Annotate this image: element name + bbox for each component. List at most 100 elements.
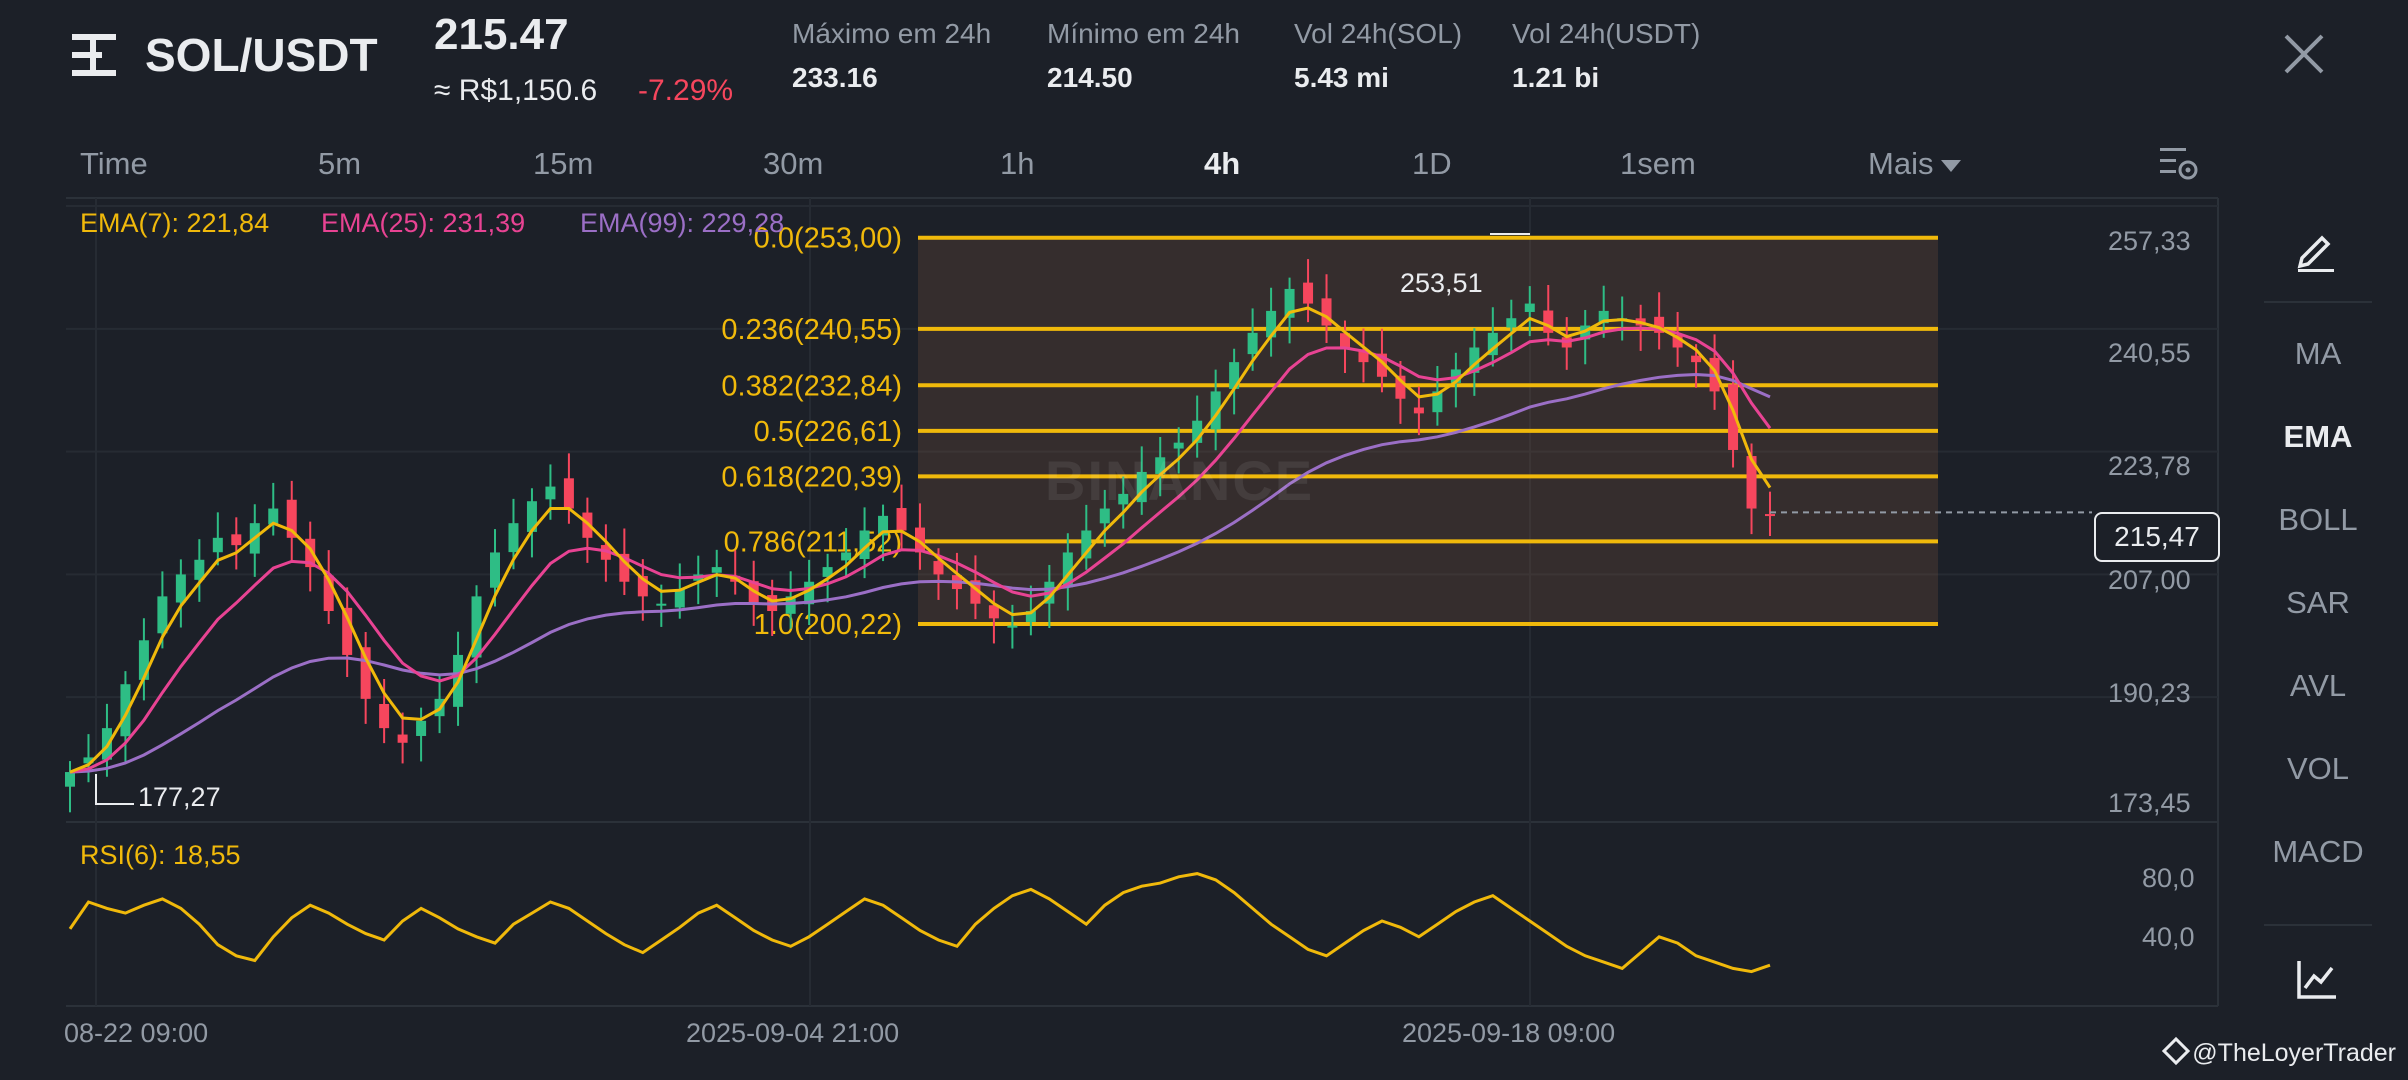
stat-low-value: 214.50	[1047, 62, 1133, 93]
candle-body	[1728, 384, 1739, 450]
price-axis-label: 223,78	[2108, 451, 2191, 481]
time-axis-label: 2025-09-18 09:00	[1402, 1018, 1616, 1048]
stat-low-label: Mínimo em 24h	[1047, 18, 1240, 49]
low-marker: 177,27	[138, 782, 221, 812]
candle-body	[1007, 625, 1018, 628]
tab-1h[interactable]: 1h	[1000, 146, 1035, 181]
candle-body	[545, 486, 556, 500]
candle-body	[1118, 493, 1129, 505]
candle-body	[1746, 456, 1757, 509]
price-axis-label: 190,23	[2108, 678, 2191, 708]
binance-logo-icon	[2162, 1036, 2191, 1066]
stat-vol-usdt-label: Vol 24h(USDT)	[1512, 18, 1701, 49]
sidebar-avl[interactable]: AVL	[2289, 668, 2347, 703]
candle-body	[1395, 375, 1406, 399]
candle-body	[508, 523, 519, 553]
sidebar-boll[interactable]: BOLL	[2278, 502, 2358, 537]
fib-label: 0.382(232,84)	[721, 370, 902, 402]
candle-body	[1284, 288, 1295, 318]
candle-body	[878, 515, 889, 536]
candle-body	[1062, 552, 1073, 588]
candle-body	[1247, 332, 1258, 355]
candle-body	[1376, 353, 1387, 377]
candle-body	[674, 589, 685, 608]
candle-body	[268, 508, 279, 525]
more-label: Mais	[1868, 146, 1934, 181]
close-icon[interactable]	[2282, 32, 2326, 76]
current-price-tag: 215,47	[2094, 512, 2220, 562]
sidebar-macd[interactable]: MACD	[2272, 834, 2364, 869]
sidebar-sar[interactable]: SAR	[2286, 585, 2350, 620]
candle-body	[416, 720, 427, 736]
pair-title[interactable]: SOL/USDT	[145, 29, 378, 81]
ema99-legend: EMA(99): 229,28	[580, 208, 785, 238]
chart-settings-icon[interactable]	[2158, 144, 2200, 184]
candle-body	[619, 553, 630, 582]
candle-body	[397, 734, 408, 743]
candle-body	[1340, 333, 1350, 348]
candle-body	[1229, 362, 1240, 389]
candle-body	[83, 757, 94, 764]
candle-body	[1765, 514, 1775, 517]
candle-body	[656, 603, 667, 606]
high-marker: 253,51	[1400, 268, 1483, 298]
tab-1d[interactable]: 1D	[1412, 146, 1452, 181]
caret-down-icon	[1941, 159, 1962, 172]
tab-1sem[interactable]: 1sem	[1620, 146, 1696, 181]
candle-body	[822, 567, 833, 577]
low-marker-leader	[95, 774, 134, 806]
candle-body	[1321, 298, 1332, 326]
candle-body	[212, 537, 223, 553]
sidebar-ema[interactable]: EMA	[2283, 419, 2353, 454]
tab-time[interactable]: Time	[80, 146, 148, 181]
candle-body	[1543, 310, 1554, 333]
tab-5m[interactable]: 5m	[318, 146, 362, 181]
fib-label: 0.5(226,61)	[754, 416, 902, 448]
tab-more[interactable]: Mais	[1868, 146, 1962, 182]
candle-body	[1136, 471, 1147, 503]
candle-body	[859, 530, 870, 560]
credit: @TheLoyerTrader	[2162, 1036, 2396, 1068]
candle-body	[1691, 355, 1702, 363]
candle-body	[804, 581, 815, 605]
candle-body	[785, 596, 796, 614]
sidebar-vol[interactable]: VOL	[2286, 751, 2350, 786]
stat-high-label: Máximo em 24h	[792, 18, 992, 49]
rsi-line	[68, 872, 1771, 974]
fib-label: 0.0(253,00)	[754, 223, 902, 255]
stat-high-value: 233.16	[792, 62, 878, 93]
candle-body	[1081, 530, 1092, 559]
tab-30m[interactable]: 30m	[763, 146, 824, 181]
sidebar-divider	[2264, 301, 2372, 303]
fib-label: 0.786(211,52)	[724, 526, 902, 558]
tab-15m[interactable]: 15m	[533, 146, 594, 181]
candle-body	[157, 596, 168, 634]
pencil-icon[interactable]	[2294, 228, 2338, 272]
candle-body	[637, 576, 648, 597]
tab-4h[interactable]: 4h	[1204, 146, 1241, 181]
ema25-legend: EMA(25): 231,39	[321, 208, 526, 238]
sidebar-ma[interactable]: MA	[2294, 336, 2342, 371]
chart-line-icon[interactable]	[2296, 958, 2338, 1000]
candle-body	[1598, 310, 1609, 324]
stat-vol-usdt-value: 1.21 bi	[1512, 62, 1600, 93]
ema25-line	[69, 326, 1772, 774]
watermark: BINANCE	[1045, 449, 1315, 512]
rsi-axis-label: 80,0	[2142, 863, 2195, 893]
fib-label: 0.236(240,55)	[721, 314, 902, 346]
candle-body	[490, 552, 500, 588]
brl-price: ≈ R$1,150.6	[434, 74, 598, 107]
candle-body	[1155, 457, 1166, 474]
menu-icon[interactable]	[72, 32, 122, 78]
candle-body	[305, 538, 316, 568]
candle-body	[1524, 303, 1535, 312]
candle-body	[526, 501, 537, 532]
price-axis-label: 240,55	[2108, 338, 2191, 368]
stat-vol-sol-value: 5.43 mi	[1294, 62, 1389, 93]
last-price: 215.47	[434, 10, 569, 59]
candle-body	[231, 534, 242, 546]
candle-body	[711, 567, 722, 573]
fib-label: 0.618(220,39)	[721, 461, 902, 493]
candle-body	[1672, 334, 1683, 348]
